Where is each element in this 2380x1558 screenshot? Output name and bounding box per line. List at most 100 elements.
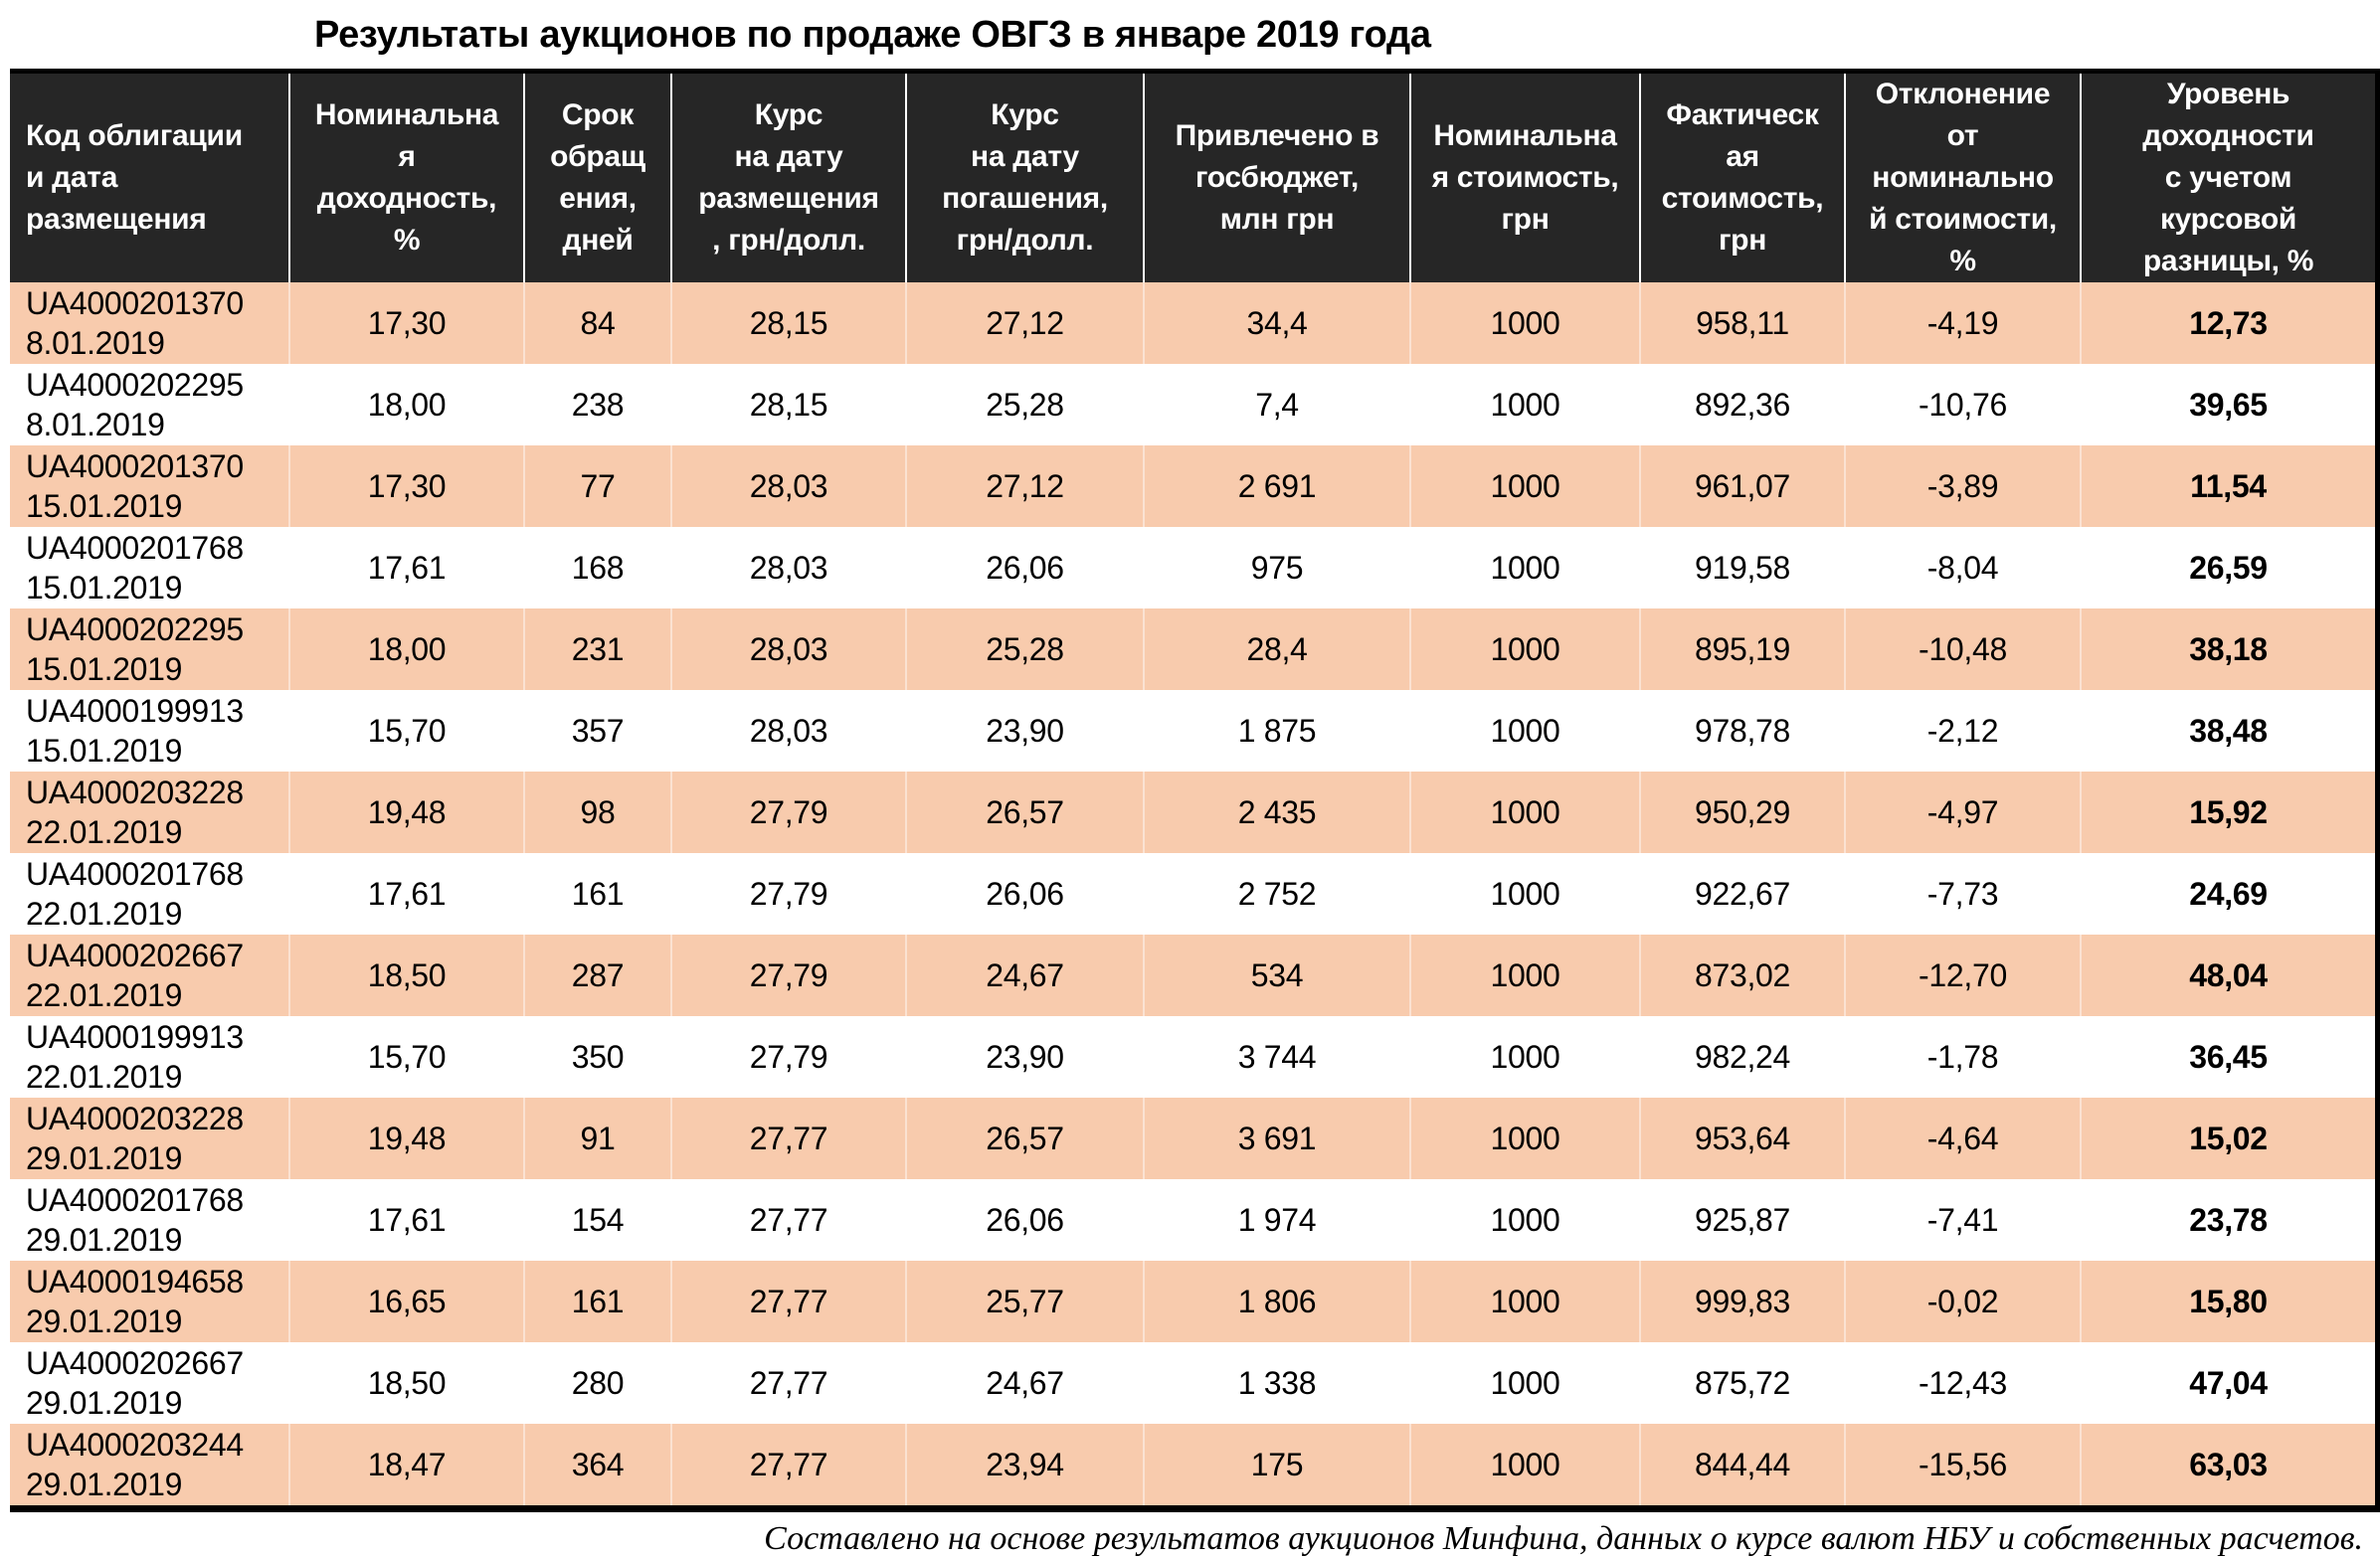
placement-date: 8.01.2019 xyxy=(26,325,165,361)
data-cell: 91 xyxy=(523,1098,670,1179)
placement-date: 22.01.2019 xyxy=(26,814,183,850)
data-cell: 1000 xyxy=(1409,608,1639,690)
data-cell: 19,48 xyxy=(288,772,523,853)
bond-code: UA4000201768 xyxy=(26,530,244,566)
bond-code-date-cell: UA4000199913 22.01.2019 xyxy=(10,1016,288,1098)
column-header-6: Привлечено в госбюджет, млн грн xyxy=(1143,74,1409,282)
data-cell: 1000 xyxy=(1409,690,1639,772)
data-cell: 958,11 xyxy=(1639,282,1844,364)
placement-date: 29.01.2019 xyxy=(26,1467,183,1502)
bond-code: UA4000201768 xyxy=(26,856,244,892)
data-cell: 18,00 xyxy=(288,608,523,690)
data-cell: 7,4 xyxy=(1143,364,1409,445)
data-cell: 154 xyxy=(523,1179,670,1261)
data-cell: 1000 xyxy=(1409,1342,1639,1424)
data-cell: 2 752 xyxy=(1143,853,1409,935)
bond-code: UA4000203228 xyxy=(26,775,244,810)
column-header-10: Уровень доходности с учетом курсовой раз… xyxy=(2080,74,2375,282)
table-row: UA4000203228 29.01.2019 19,48 91 27,77 26,57 3… xyxy=(10,1098,2375,1179)
data-cell: -7,73 xyxy=(1844,853,2080,935)
data-cell: 3 691 xyxy=(1143,1098,1409,1179)
data-cell: 27,77 xyxy=(670,1098,905,1179)
placement-date: 29.01.2019 xyxy=(26,1385,183,1421)
data-cell: 18,50 xyxy=(288,935,523,1016)
bond-code-date-cell: UA4000203244 29.01.2019 xyxy=(10,1424,288,1505)
data-cell: 24,67 xyxy=(905,1342,1143,1424)
data-cell: 27,77 xyxy=(670,1179,905,1261)
bond-code-date-cell: UA4000202295 15.01.2019 xyxy=(10,608,288,690)
data-cell: 892,36 xyxy=(1639,364,1844,445)
data-cell: 875,72 xyxy=(1639,1342,1844,1424)
table-row: UA4000201370 15.01.2019 17,30 77 28,03 27,12 2… xyxy=(10,445,2375,527)
data-cell: 2 435 xyxy=(1143,772,1409,853)
bond-code-date-cell: UA4000201768 22.01.2019 xyxy=(10,853,288,935)
data-cell: 15,70 xyxy=(288,1016,523,1098)
data-cell: 27,77 xyxy=(670,1261,905,1342)
data-cell: 950,29 xyxy=(1639,772,1844,853)
data-cell: 961,07 xyxy=(1639,445,1844,527)
bond-code: UA4000199913 xyxy=(26,1019,244,1055)
data-cell: 1 875 xyxy=(1143,690,1409,772)
placement-date: 22.01.2019 xyxy=(26,896,183,932)
data-cell: 77 xyxy=(523,445,670,527)
data-cell: 175 xyxy=(1143,1424,1409,1505)
data-cell: 28,03 xyxy=(670,608,905,690)
table-row: UA4000201370 8.01.2019 17,30 84 28,15 27,12 34… xyxy=(10,282,2375,364)
bond-code-date-cell: UA4000202295 8.01.2019 xyxy=(10,364,288,445)
bond-code: UA4000202667 xyxy=(26,938,244,973)
column-header-1: Код облигации и дата размещения xyxy=(10,74,288,282)
table-row: UA4000199913 15.01.2019 15,70 357 28,03 23,90… xyxy=(10,690,2375,772)
data-cell: 953,64 xyxy=(1639,1098,1844,1179)
table-row: UA4000199913 22.01.2019 15,70 350 27,79 23,90… xyxy=(10,1016,2375,1098)
table-row: UA4000201768 22.01.2019 17,61 161 27,79 26,06… xyxy=(10,853,2375,935)
table-row: UA4000202295 15.01.2019 18,00 231 28,03 25,28… xyxy=(10,608,2375,690)
data-cell: 28,4 xyxy=(1143,608,1409,690)
data-cell: 27,77 xyxy=(670,1424,905,1505)
bond-code: UA4000199913 xyxy=(26,693,244,729)
data-cell: -0,02 xyxy=(1844,1261,2080,1342)
data-cell: 17,30 xyxy=(288,445,523,527)
data-cell: 38,48 xyxy=(2080,690,2375,772)
column-header-2: Номинальна я доходность, % xyxy=(288,74,523,282)
data-cell: -12,43 xyxy=(1844,1342,2080,1424)
data-cell: 287 xyxy=(523,935,670,1016)
data-cell: 982,24 xyxy=(1639,1016,1844,1098)
data-cell: 978,78 xyxy=(1639,690,1844,772)
data-cell: 26,06 xyxy=(905,527,1143,608)
bond-code-date-cell: UA4000203228 29.01.2019 xyxy=(10,1098,288,1179)
data-cell: 15,92 xyxy=(2080,772,2375,853)
data-cell: 15,80 xyxy=(2080,1261,2375,1342)
data-cell: 280 xyxy=(523,1342,670,1424)
bond-code: UA4000203228 xyxy=(26,1101,244,1136)
bond-code-date-cell: UA4000202667 22.01.2019 xyxy=(10,935,288,1016)
header-row: Код облигации и дата размещения Номинальн… xyxy=(10,74,2375,282)
source-note: Составлено на основе результатов аукцион… xyxy=(764,1520,2363,1557)
data-cell: 922,67 xyxy=(1639,853,1844,935)
placement-date: 22.01.2019 xyxy=(26,1059,183,1095)
data-cell: -12,70 xyxy=(1844,935,2080,1016)
data-cell: -2,12 xyxy=(1844,690,2080,772)
data-cell: 28,15 xyxy=(670,364,905,445)
table-row: UA4000194658 29.01.2019 16,65 161 27,77 25,77… xyxy=(10,1261,2375,1342)
data-cell: 27,79 xyxy=(670,853,905,935)
data-cell: 364 xyxy=(523,1424,670,1505)
data-cell: 238 xyxy=(523,364,670,445)
placement-date: 29.01.2019 xyxy=(26,1303,183,1339)
data-cell: 18,47 xyxy=(288,1424,523,1505)
data-cell: 161 xyxy=(523,1261,670,1342)
bond-code: UA4000201370 xyxy=(26,285,244,321)
placement-date: 29.01.2019 xyxy=(26,1140,183,1176)
auction-results-table: Код облигации и дата размещения Номинальн… xyxy=(10,69,2380,1512)
bond-code-date-cell: UA4000201768 15.01.2019 xyxy=(10,527,288,608)
placement-date: 22.01.2019 xyxy=(26,977,183,1013)
data-cell: 98 xyxy=(523,772,670,853)
data-cell: -15,56 xyxy=(1844,1424,2080,1505)
bond-code-date-cell: UA4000202667 29.01.2019 xyxy=(10,1342,288,1424)
data-cell: 357 xyxy=(523,690,670,772)
data-cell: 27,79 xyxy=(670,1016,905,1098)
data-cell: 24,69 xyxy=(2080,853,2375,935)
data-cell: 27,79 xyxy=(670,935,905,1016)
data-cell: 38,18 xyxy=(2080,608,2375,690)
data-cell: 28,03 xyxy=(670,690,905,772)
data-cell: 1000 xyxy=(1409,364,1639,445)
